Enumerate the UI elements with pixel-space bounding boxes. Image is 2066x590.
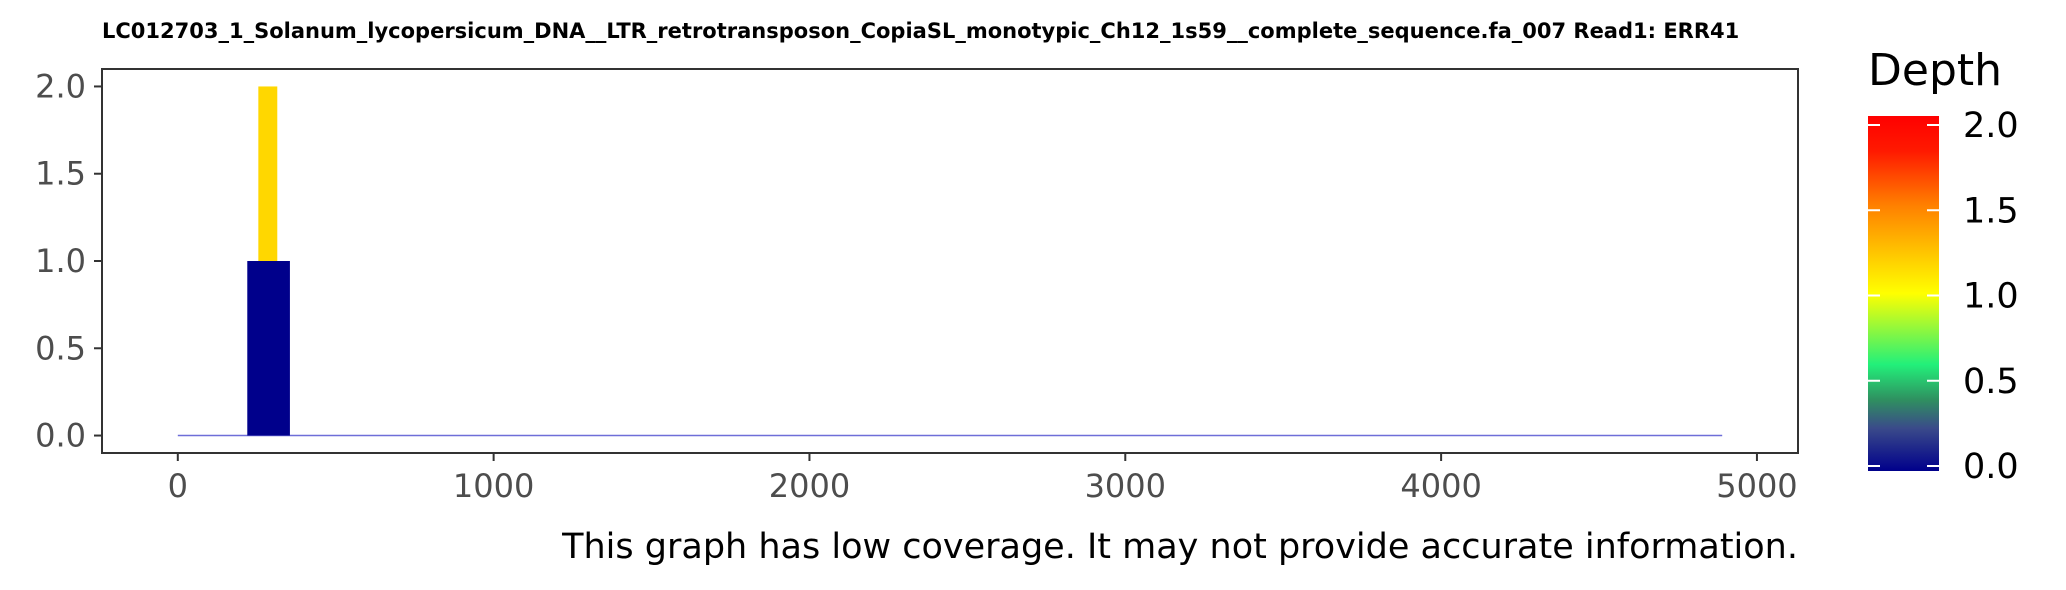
x-tick-label: 2000 <box>769 467 850 505</box>
x-tick-label: 1000 <box>453 467 534 505</box>
legend-tick-label: 1.0 <box>1963 277 2019 317</box>
legend-tick-label: 1.5 <box>1963 191 2019 231</box>
y-tick-label: 1.0 <box>35 242 86 280</box>
y-tick-label: 1.5 <box>35 155 86 193</box>
legend-tick-label: 2.0 <box>1963 106 2019 146</box>
legend-colorbar <box>1868 116 1939 471</box>
chart-title: LC012703_1_Solanum_lycopersicum_DNA__LTR… <box>102 19 1739 43</box>
x-axis: 0 1000 2000 3000 4000 5000 <box>168 453 1798 505</box>
legend-title: Depth <box>1868 45 2002 96</box>
low-coverage-caption: This graph has low coverage. It may not … <box>561 527 1798 567</box>
x-tick-label: 0 <box>168 467 188 505</box>
y-tick-label: 0.0 <box>35 417 86 455</box>
coverage-bar-1 <box>258 86 278 261</box>
x-tick-label: 5000 <box>1716 467 1797 505</box>
depth-legend: Depth 0.0 0.5 1.0 1.5 2.0 <box>1868 45 2019 487</box>
y-axis: 0.0 0.5 1.0 1.5 2.0 <box>35 67 102 455</box>
coverage-bar-0 <box>247 261 290 436</box>
y-tick-label: 0.5 <box>35 329 86 367</box>
legend-tick-label: 0.0 <box>1963 447 2019 487</box>
legend-ticks: 0.0 0.5 1.0 1.5 2.0 <box>1868 106 2019 487</box>
x-tick-label: 4000 <box>1400 467 1481 505</box>
y-tick-label: 2.0 <box>35 67 86 105</box>
x-tick-label: 3000 <box>1085 467 1166 505</box>
legend-tick-label: 0.5 <box>1963 362 2019 402</box>
